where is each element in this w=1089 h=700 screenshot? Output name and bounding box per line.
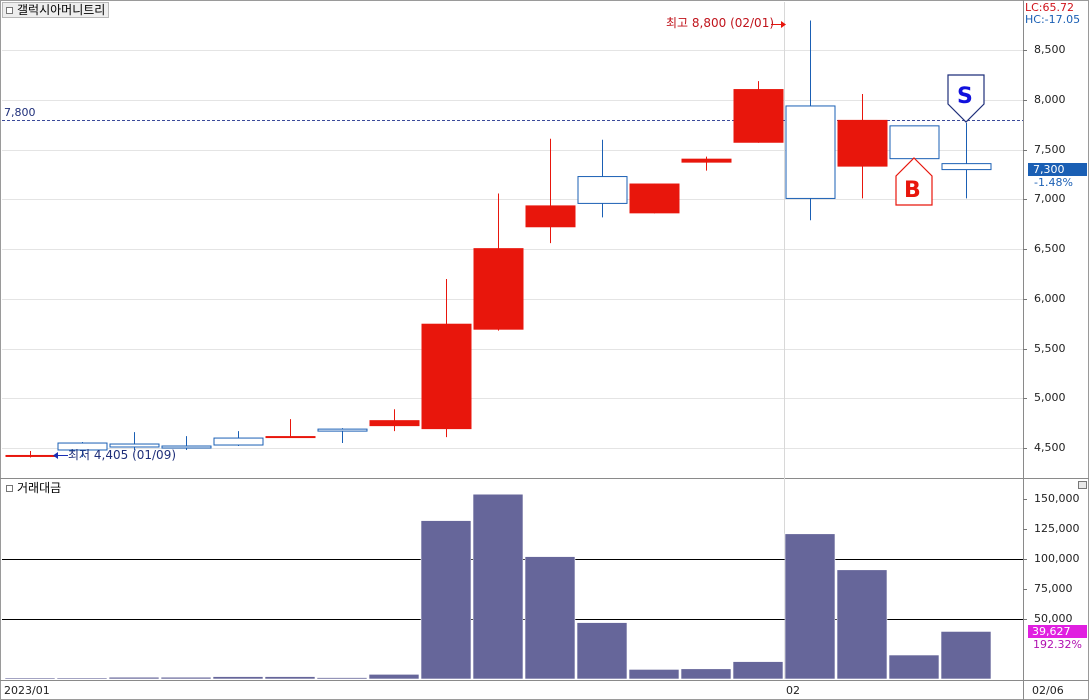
volume-tick-label: 75,000 — [1034, 582, 1073, 595]
candle-body-down — [317, 428, 368, 432]
sell-signal-marker — [947, 74, 985, 123]
candle-body-down — [941, 163, 992, 171]
volume-bar — [212, 676, 264, 680]
candle-body-up — [837, 119, 888, 167]
volume-ratio-label: 192.32% — [1033, 638, 1082, 651]
price-tick-label: 5,000 — [1034, 391, 1066, 404]
volume-bar — [4, 677, 56, 680]
current-volume-tag: 39,627 — [1028, 625, 1087, 638]
candle-body-down — [109, 443, 160, 448]
price-tick-label: 8,500 — [1034, 43, 1066, 56]
volume-bar — [108, 676, 160, 680]
x-axis-month-label: 02 — [786, 684, 800, 697]
x-axis-start-label: 2023/01 — [4, 684, 50, 697]
candle-body-up — [473, 248, 524, 330]
candle-body-down — [785, 105, 836, 199]
panel-toggle-icon[interactable] — [6, 485, 13, 492]
volume-bar — [576, 622, 628, 680]
volume-tick-label: 100,000 — [1034, 552, 1080, 565]
current-change-label: -1.48% — [1034, 176, 1073, 189]
low-price-marker: 최저 4,405 (01/09) — [68, 448, 177, 462]
panel-collapse-button — [1078, 481, 1087, 489]
candle-body-up — [733, 89, 784, 143]
reference-line-label: 7,800 — [4, 106, 36, 119]
hc-label: HC:-17.05 — [1025, 13, 1081, 26]
candle-body-up — [681, 158, 732, 163]
price-tick-label: 8,000 — [1034, 93, 1066, 106]
high-marker-arrow-head — [781, 21, 786, 28]
volume-bar — [368, 674, 420, 680]
candle-body-up — [5, 454, 56, 457]
volume-bar — [888, 654, 940, 680]
price-tick-label: 7,000 — [1034, 192, 1066, 205]
sell-signal-text: S — [957, 84, 973, 109]
volume-bar — [940, 631, 992, 680]
stock-name: 갤럭시아머니트리 — [17, 3, 106, 17]
candle-body-down — [889, 125, 940, 160]
high-price-marker: 최고 8,800 (02/01) — [666, 16, 775, 30]
volume-bar — [784, 533, 836, 680]
volume-tick-label: 50,000 — [1034, 612, 1073, 625]
panel-toggle-icon[interactable] — [6, 7, 13, 14]
volume-bar — [524, 556, 576, 680]
candle-body-up — [265, 436, 316, 439]
volume-bar — [680, 668, 732, 680]
candle-body-up — [629, 183, 680, 214]
buy-signal-text: B — [904, 178, 921, 203]
volume-bar — [56, 677, 108, 680]
volume-bar — [316, 677, 368, 680]
price-tick-label: 6,000 — [1034, 292, 1066, 305]
low-marker-arrow-head — [53, 452, 58, 459]
candle-body-up — [369, 420, 420, 427]
price-tick-label: 7,500 — [1034, 143, 1066, 156]
volume-tick-label: 125,000 — [1034, 522, 1080, 535]
candle-body-down — [161, 445, 212, 449]
candle-body-down — [577, 176, 628, 204]
volume-bar — [160, 676, 212, 680]
volume-bar — [628, 669, 680, 680]
current-price-tag: 7,300 — [1028, 163, 1087, 176]
candle-body-down — [213, 437, 264, 446]
volume-bar — [420, 520, 472, 680]
volume-bar — [264, 676, 316, 680]
candle-body-down — [57, 442, 108, 451]
volume-tick-label: 150,000 — [1034, 492, 1080, 505]
volume-bar — [472, 493, 524, 680]
price-tick-label: 5,500 — [1034, 342, 1066, 355]
volume-title: 거래대금 — [17, 481, 62, 495]
candle-body-up — [421, 323, 472, 430]
price-tick-label: 4,500 — [1034, 441, 1066, 454]
volume-bar — [836, 569, 888, 680]
price-panel-title[interactable]: 갤럭시아머니트리 — [2, 2, 110, 18]
lc-label: LC:65.72 — [1025, 1, 1075, 14]
buy-signal-marker — [895, 157, 933, 206]
volume-panel-title[interactable]: 거래대금 — [2, 480, 66, 496]
x-axis-end-label: 02/06 — [1032, 684, 1064, 697]
candle-body-up — [525, 205, 576, 228]
price-tick-label: 6,500 — [1034, 242, 1066, 255]
volume-bar — [732, 661, 784, 680]
